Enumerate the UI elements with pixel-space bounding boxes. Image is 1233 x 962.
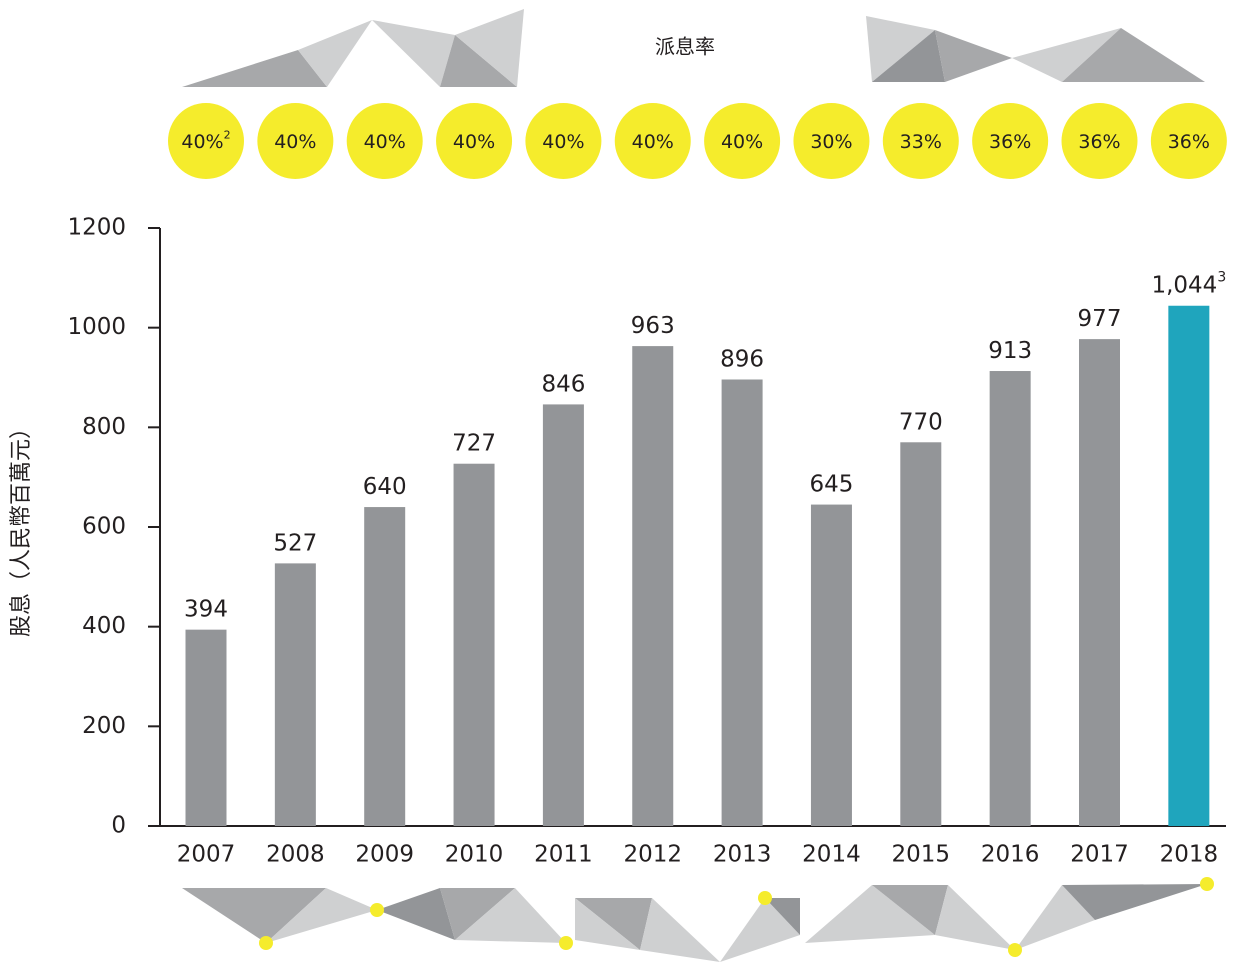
bar-value-label-text: 896 — [720, 346, 764, 372]
payout-circle — [793, 103, 870, 179]
x-tick-label: 2016 — [981, 842, 1040, 868]
payout-circle — [257, 103, 334, 179]
payout-label: 36% — [989, 131, 1031, 153]
payout-label-text: 30% — [810, 131, 852, 153]
payout-label-text: 40% — [721, 131, 763, 153]
payout-label-text: 40% — [453, 131, 495, 153]
payout-label: 40% — [364, 131, 406, 153]
y-tick-label: 600 — [82, 514, 126, 540]
payout-label: 40% — [721, 131, 763, 153]
bar-value-label: 640 — [363, 474, 407, 500]
payout-label-text: 40% — [632, 131, 674, 153]
y-axis-label: 股息（人民幣百萬元） — [9, 417, 34, 637]
payout-label: 36% — [1078, 131, 1120, 153]
bar — [900, 442, 942, 826]
payout-label: 36% — [1168, 131, 1210, 153]
bar — [989, 371, 1031, 826]
bar — [1079, 339, 1120, 826]
payout-label: 40% — [632, 131, 674, 153]
payout-circle — [1150, 103, 1227, 179]
payout-circle — [346, 103, 423, 179]
bar-value-label-text: 963 — [631, 313, 675, 339]
payout-label-text: 40% — [274, 131, 316, 153]
payout-label-text: 40% — [364, 131, 406, 153]
bar-value-label-text: 394 — [184, 596, 228, 622]
payout-circle — [882, 103, 959, 179]
bar-value-label: 846 — [541, 371, 585, 397]
payout-circle — [972, 103, 1049, 179]
bar — [453, 463, 495, 826]
payout-label: 30% — [810, 131, 852, 153]
payout-circle — [436, 103, 513, 179]
bar-value-label: 963 — [631, 313, 675, 339]
y-tick-label: 1000 — [67, 314, 126, 340]
bar-value-label-text: 977 — [1078, 306, 1122, 332]
bar-value-label: 1,0443 — [1151, 270, 1226, 299]
bar — [185, 629, 227, 826]
payout-label-text: 40% — [181, 131, 223, 153]
bar-value-label-text: 1,044 — [1151, 272, 1217, 298]
x-tick-label: 2011 — [534, 842, 593, 868]
payout-circle — [525, 103, 602, 179]
bar-value-label: 727 — [452, 430, 496, 456]
x-tick-label: 2013 — [713, 842, 772, 868]
bar-value-label: 527 — [273, 530, 317, 556]
bar-value-label-text: 846 — [541, 371, 585, 397]
payout-label-text: 33% — [900, 131, 942, 153]
payout-label: 40%2 — [181, 128, 230, 152]
payout-title: 派息率 — [655, 35, 715, 59]
bar — [364, 507, 406, 826]
payout-label: 40% — [542, 131, 584, 153]
x-tick-label: 2017 — [1070, 842, 1129, 868]
payout-label: 33% — [900, 131, 942, 153]
bar-value-label-text: 640 — [363, 474, 407, 500]
bar-value-label-text: 645 — [809, 471, 853, 497]
payout-circle — [168, 103, 244, 179]
payout-label-text: 36% — [1168, 131, 1210, 153]
x-tick-label: 2009 — [355, 842, 414, 868]
payout-circle — [1061, 103, 1138, 179]
x-tick-label: 2010 — [445, 842, 504, 868]
payout-label-text: 36% — [989, 131, 1031, 153]
y-tick-label: 0 — [111, 813, 126, 839]
bar-value-label-text: 770 — [899, 409, 943, 435]
bar-value-label-text: 527 — [273, 530, 317, 556]
bar-value-label: 977 — [1078, 306, 1122, 332]
x-tick-label: 2008 — [266, 842, 325, 868]
bar — [632, 346, 674, 826]
bar — [542, 404, 584, 826]
bar-value-label-text: 727 — [452, 430, 496, 456]
x-tick-label: 2012 — [623, 842, 682, 868]
bar-value-label: 913 — [988, 338, 1032, 364]
payout-label-text: 36% — [1078, 131, 1120, 153]
bar — [1168, 305, 1210, 826]
payout-label: 40% — [453, 131, 495, 153]
bar-value-label: 896 — [720, 346, 764, 372]
bar — [721, 379, 763, 826]
x-tick-label: 2018 — [1160, 842, 1219, 868]
footnote-mark: 2 — [224, 128, 231, 141]
y-tick-label: 1200 — [67, 215, 126, 241]
payout-label-text: 40% — [542, 131, 584, 153]
x-tick-label: 2014 — [802, 842, 861, 868]
decoration — [182, 9, 1214, 962]
payout-circle — [614, 103, 691, 179]
bar-value-label: 770 — [899, 409, 943, 435]
bar — [810, 504, 852, 826]
payout-circle — [704, 103, 781, 179]
y-tick-label: 800 — [82, 414, 126, 440]
x-tick-label: 2007 — [177, 842, 236, 868]
bar-value-label: 645 — [809, 471, 853, 497]
x-tick-label: 2015 — [892, 842, 951, 868]
bar-value-label-text: 913 — [988, 338, 1032, 364]
bar — [274, 563, 316, 826]
footnote-mark: 3 — [1217, 270, 1226, 286]
y-tick-label: 400 — [82, 613, 126, 639]
bar-value-label: 394 — [184, 596, 228, 622]
payout-label: 40% — [274, 131, 316, 153]
y-tick-label: 200 — [82, 713, 126, 739]
